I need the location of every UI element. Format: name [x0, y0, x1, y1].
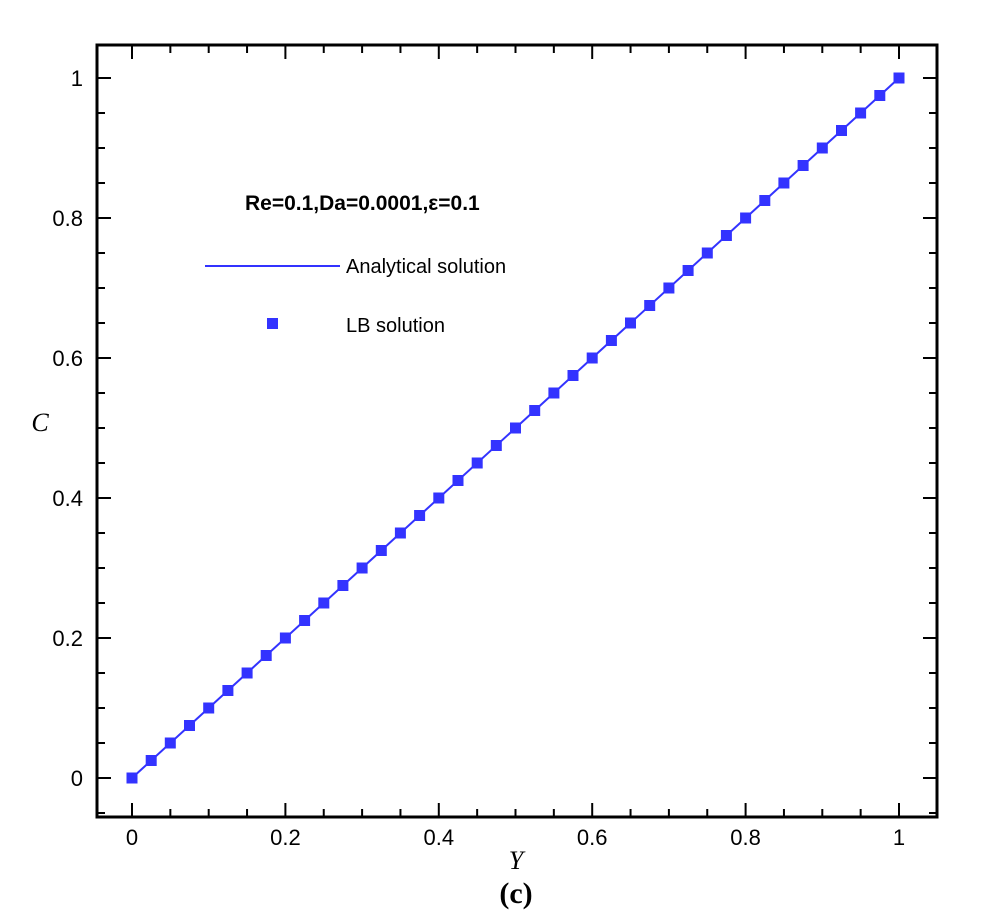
- lb-solution-point: [299, 615, 311, 626]
- lb-solution-point: [605, 335, 617, 346]
- legend: Re=0.1,Da=0.0001,ε=0.1 Analytical soluti…: [205, 192, 506, 337]
- lb-solution-point: [816, 142, 828, 154]
- lb-solution-point: [375, 545, 387, 556]
- lb-solution-point: [720, 230, 732, 241]
- lb-solution-point: [452, 475, 464, 486]
- lb-solution-point: [548, 387, 560, 399]
- lb-solution-point: [337, 580, 349, 591]
- lb-solution-point: [184, 720, 195, 731]
- x-tick-label: 0: [126, 825, 138, 850]
- lb-solution-point: [241, 667, 253, 679]
- lb-solution-point: [682, 265, 694, 276]
- lb-solution-point: [433, 492, 445, 504]
- lb-solution-point: [490, 440, 502, 451]
- lb-solution-point: [356, 562, 368, 574]
- lb-solution-point: [164, 737, 176, 749]
- lb-solution-point: [414, 510, 426, 521]
- x-tick-labels: 0 0.2 0.4 0.6 0.8 1: [126, 825, 905, 850]
- lb-solution-point: [567, 370, 579, 381]
- lb-solution-point: [874, 90, 886, 101]
- lb-solution-point: [759, 195, 771, 206]
- lb-solution-point: [145, 755, 157, 766]
- lb-solution-point: [471, 457, 483, 469]
- x-tick-label: 0.2: [270, 825, 301, 850]
- lb-solution-point: [836, 125, 847, 136]
- x-tick-label: 0.4: [424, 825, 455, 850]
- y-tick-label: 0.4: [52, 486, 83, 511]
- lb-solution-point: [394, 527, 406, 539]
- y-tick-label: 1: [71, 66, 83, 91]
- lb-solution-point: [586, 352, 598, 364]
- lb-solution-point: [778, 177, 790, 189]
- y-tick-labels: 0 0.2 0.4 0.6 0.8 1: [52, 66, 83, 791]
- lb-solution-point: [203, 702, 215, 714]
- y-tick-label: 0.8: [52, 206, 83, 231]
- lb-solution-point: [222, 685, 234, 696]
- x-tick-label: 0.8: [730, 825, 761, 850]
- legend-title: Re=0.1,Da=0.0001,ε=0.1: [245, 192, 480, 215]
- y-tick-label: 0.2: [52, 626, 83, 651]
- lb-solution-point: [260, 650, 272, 661]
- legend-marker-swatch: [267, 318, 278, 329]
- x-tick-label: 0.6: [577, 825, 608, 850]
- lb-solution-point: [855, 107, 867, 119]
- figure-caption: (c): [499, 877, 532, 910]
- y-axis-title: C: [31, 408, 49, 437]
- plot-frame: [95, 43, 939, 819]
- lb-solution-point: [625, 317, 636, 329]
- lb-solution-point: [318, 597, 330, 609]
- y-tick-label: 0.6: [52, 346, 83, 371]
- lb-solution-point: [279, 632, 291, 644]
- lb-solution-point: [893, 72, 905, 84]
- x-tick-label: 1: [893, 825, 905, 850]
- lb-solution-point: [740, 212, 752, 224]
- lb-solution-point: [510, 422, 521, 434]
- lb-solution-point: [644, 300, 656, 311]
- tick-marks: [97, 45, 937, 817]
- legend-label-analytical: Analytical solution: [346, 256, 506, 278]
- lb-solution-point: [529, 405, 541, 416]
- lb-solution-point: [701, 247, 713, 259]
- lb-solution-point: [663, 282, 675, 294]
- lb-solution-point: [797, 160, 809, 171]
- legend-label-lb: LB solution: [346, 315, 445, 337]
- lb-solution-markers: [126, 72, 905, 784]
- lb-solution-point: [126, 772, 138, 784]
- y-tick-label: 0: [71, 766, 83, 791]
- x-axis-title: Y: [509, 846, 526, 875]
